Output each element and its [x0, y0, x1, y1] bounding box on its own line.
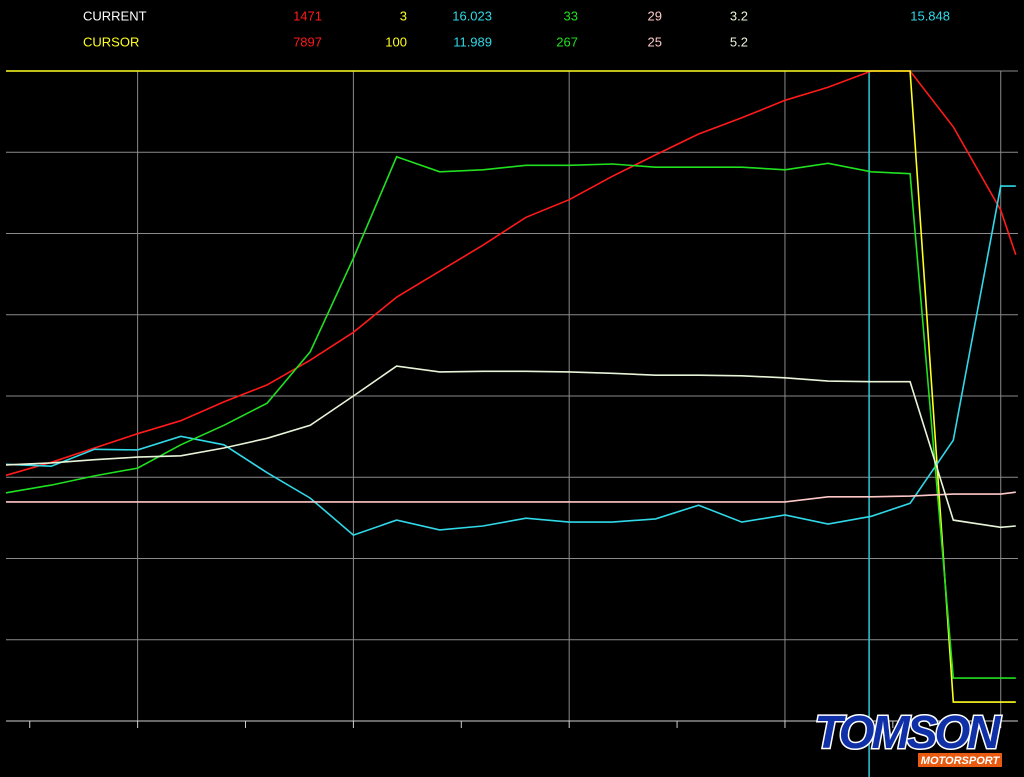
readout-value: 33 [564, 8, 578, 23]
logo-tag-bg [918, 753, 1002, 767]
readout-value: 3 [400, 8, 407, 23]
cursor-label: CURSOR [83, 34, 139, 49]
readout-value: 7897 [293, 34, 322, 49]
series-line [6, 70, 1016, 703]
readout-value: 11.989 [453, 34, 492, 49]
readout-value: 3.2 [730, 8, 748, 23]
logo-name: TOMSON [814, 706, 1001, 758]
cursor-time: 15.848 [910, 8, 950, 23]
readout-value: 25 [648, 34, 662, 49]
series-line [5, 185, 1016, 537]
current-label: CURRENT [83, 8, 147, 23]
readout-value: 16.023 [452, 8, 492, 23]
series-line [6, 491, 1016, 503]
readout-value: 29 [648, 8, 662, 23]
logo-tagline: MOTORSPORT [921, 755, 1001, 767]
readout-value: 5.2 [730, 34, 748, 49]
series-line [5, 155, 1016, 679]
logo: TOMSON MOTORSPORT [813, 705, 1006, 767]
readout-value: 1471 [293, 8, 322, 23]
readout-value: 267 [556, 34, 578, 49]
series-line [5, 365, 1016, 529]
readout-value: 100 [385, 34, 407, 49]
